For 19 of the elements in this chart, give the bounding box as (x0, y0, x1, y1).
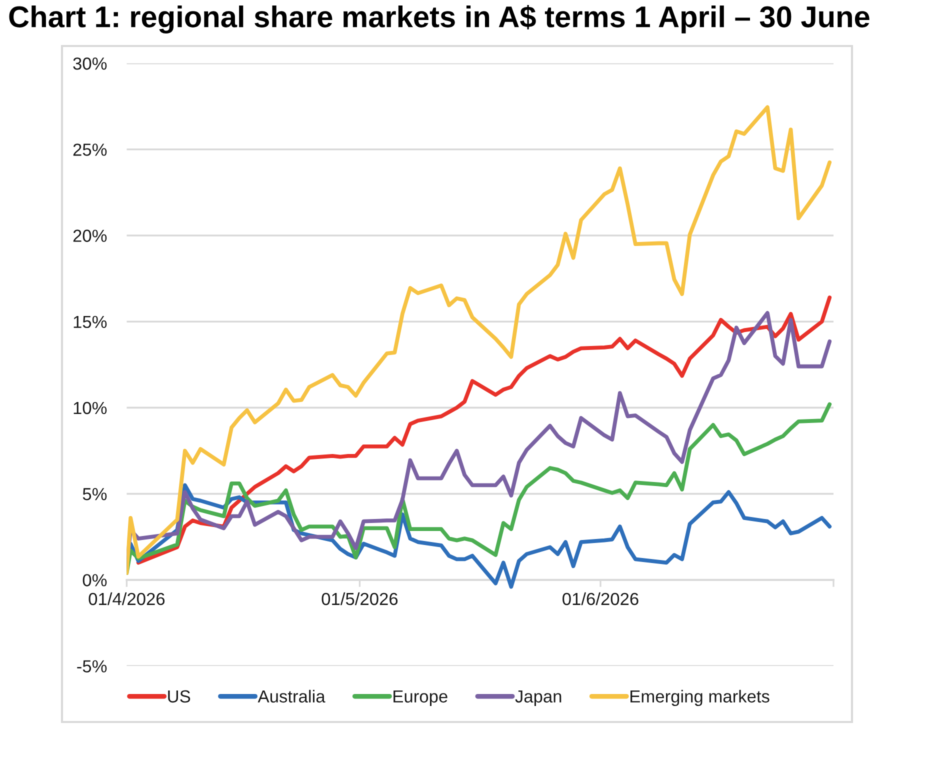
legend-label: US (168, 690, 190, 703)
chart-title: Chart 1: regional share markets in A$ terms 1 April – 30 June (9, 5, 870, 34)
x-tick-label: 01/6/2026 (562, 592, 638, 606)
legend-label: Japan (515, 690, 562, 706)
y-tick-label: 30% (73, 57, 107, 70)
x-tick-label: 01/5/2026 (322, 592, 398, 606)
legend-label: Australia (258, 690, 326, 703)
y-tick-label: 5% (82, 488, 107, 500)
y-tick-label: 15% (74, 316, 107, 328)
x-tick-label: 01/4/2026 (88, 592, 165, 606)
y-tick-label: 25% (73, 144, 107, 156)
line-series (126, 105, 832, 575)
y-tick-label: 10% (74, 402, 107, 414)
legend-label: Europe (394, 690, 448, 706)
y-tick-label: 20% (73, 230, 107, 242)
legend-label: Emerging markets (630, 690, 770, 706)
y-tick-label: -5% (77, 660, 107, 672)
line-series (126, 402, 832, 575)
y-tick-label: 0% (82, 574, 107, 586)
